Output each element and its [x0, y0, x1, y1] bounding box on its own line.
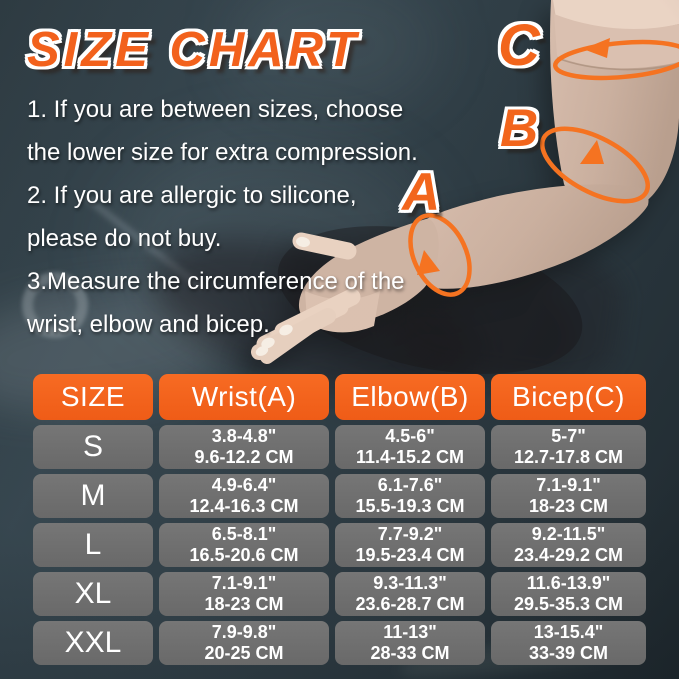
- table-header-wrist: Wrist(A): [159, 374, 329, 420]
- value-cm: 18-23 CM: [528, 496, 609, 516]
- instruction-line: please do not buy.: [27, 225, 222, 252]
- value-inches: 9.3-11.3": [373, 573, 447, 593]
- wrist-measure-ellipse: [408, 213, 472, 297]
- row-s-elbow-cell: 4.5-6" 11.4-15.2 CM: [335, 425, 485, 469]
- thumb-nail: [296, 236, 310, 248]
- elbow-arrowhead: [580, 140, 604, 164]
- row-l-size-label: L: [33, 523, 153, 567]
- row-m-size-label: M: [33, 474, 153, 518]
- value-cm: 16.5-20.6 CM: [189, 545, 299, 565]
- value-inches: 9.2-11.5": [531, 524, 606, 544]
- value-inches: 7.9-9.8": [211, 622, 277, 642]
- row-xxl-wrist-cell: 7.9-9.8" 20-25 CM: [159, 621, 329, 665]
- table-header-size: SIZE: [33, 374, 153, 420]
- nail-middle: [261, 337, 275, 349]
- elbow-label-b: B: [500, 99, 539, 158]
- nail-ring: [255, 346, 269, 356]
- row-m-elbow-cell: 6.1-7.6" 15.5-19.3 CM: [335, 474, 485, 518]
- row-xxl-bicep-cell: 13-15.4" 33-39 CM: [491, 621, 646, 665]
- instructions-block: 1. If you are between sizes, choose the …: [27, 88, 418, 346]
- size-table: SIZE Wrist(A) Elbow(B) Bicep(C) S 3.8-4.…: [33, 374, 646, 665]
- nail-index: [279, 324, 293, 336]
- value-inches: 11.6-13.9": [526, 573, 611, 593]
- finger-pinky: [260, 316, 322, 364]
- instruction-line: 2. If you are allergic to silicone,: [27, 182, 357, 209]
- bicep-arrowhead: [583, 38, 610, 58]
- value-cm: 12.7-17.8 CM: [513, 447, 624, 467]
- value-cm: 18-23 CM: [204, 594, 284, 614]
- page-title: SIZE CHART: [27, 23, 361, 77]
- instruction-line: 1. If you are between sizes, choose: [27, 96, 404, 123]
- value-inches: 7.1-9.1": [211, 573, 277, 593]
- upper-arm-skin: [553, 0, 679, 31]
- row-l-bicep-cell: 9.2-11.5" 23.4-29.2 CM: [491, 523, 646, 567]
- forearm-sleeve: [419, 184, 649, 289]
- value-cm: 20-25 CM: [204, 643, 284, 663]
- instruction-line: wrist, elbow and bicep.: [27, 311, 270, 338]
- value-inches: 4.5-6": [385, 426, 435, 446]
- value-inches: 4.9-6.4": [211, 475, 277, 495]
- row-xl-size-label: XL: [33, 572, 153, 616]
- row-xxl-size-label: XXL: [33, 621, 153, 665]
- bicep-label-c: C: [498, 13, 540, 78]
- row-xxl-elbow-cell: 11-13" 28-33 CM: [335, 621, 485, 665]
- row-s-wrist-cell: 3.8-4.8" 9.6-12.2 CM: [159, 425, 329, 469]
- sleeve-top-band: [554, 14, 679, 69]
- row-s-size-label: S: [33, 425, 153, 469]
- row-xl-elbow-cell: 9.3-11.3" 23.6-28.7 CM: [335, 572, 485, 616]
- value-cm: 19.5-23.4 CM: [355, 545, 465, 565]
- row-l-elbow-cell: 7.7-9.2" 19.5-23.4 CM: [335, 523, 485, 567]
- value-inches: 7.1-9.1": [536, 475, 601, 495]
- row-s-bicep-cell: 5-7" 12.7-17.8 CM: [491, 425, 646, 469]
- row-xl-bicep-cell: 11.6-13.9" 29.5-35.3 CM: [491, 572, 646, 616]
- value-inches: 5-7": [551, 426, 586, 446]
- value-cm: 9.6-12.2 CM: [194, 447, 294, 467]
- value-inches: 3.8-4.8": [211, 426, 277, 446]
- value-cm: 11.4-15.2 CM: [355, 447, 465, 467]
- value-cm: 23.4-29.2 CM: [513, 545, 624, 565]
- table-header-elbow: Elbow(B): [335, 374, 485, 420]
- value-inches: 6.5-8.1": [211, 524, 277, 544]
- row-m-bicep-cell: 7.1-9.1" 18-23 CM: [491, 474, 646, 518]
- value-inches: 13-15.4": [533, 622, 604, 642]
- value-inches: 11-13": [383, 622, 437, 642]
- value-cm: 28-33 CM: [370, 643, 450, 663]
- value-inches: 6.1-7.6": [377, 475, 443, 495]
- wrist-label-a: A: [402, 163, 441, 222]
- value-cm: 23.6-28.7 CM: [355, 594, 465, 614]
- table-header-bicep: Bicep(C): [491, 374, 646, 420]
- instruction-line: 3.Measure the circumference of the: [27, 268, 405, 295]
- row-xl-wrist-cell: 7.1-9.1" 18-23 CM: [159, 572, 329, 616]
- elbow-measure-ellipse: [539, 126, 651, 204]
- value-cm: 33-39 CM: [528, 643, 609, 663]
- value-cm: 29.5-35.3 CM: [513, 594, 624, 614]
- sleeve-band-seam: [556, 57, 679, 71]
- row-l-wrist-cell: 6.5-8.1" 16.5-20.6 CM: [159, 523, 329, 567]
- bicep-measure-ellipse: [552, 39, 679, 81]
- instruction-line: the lower size for extra compression.: [27, 139, 418, 166]
- value-inches: 7.7-9.2": [377, 524, 443, 544]
- wrist-arrowhead: [417, 250, 440, 275]
- value-cm: 12.4-16.3 CM: [189, 496, 299, 516]
- row-m-wrist-cell: 4.9-6.4" 12.4-16.3 CM: [159, 474, 329, 518]
- value-cm: 15.5-19.3 CM: [355, 496, 465, 516]
